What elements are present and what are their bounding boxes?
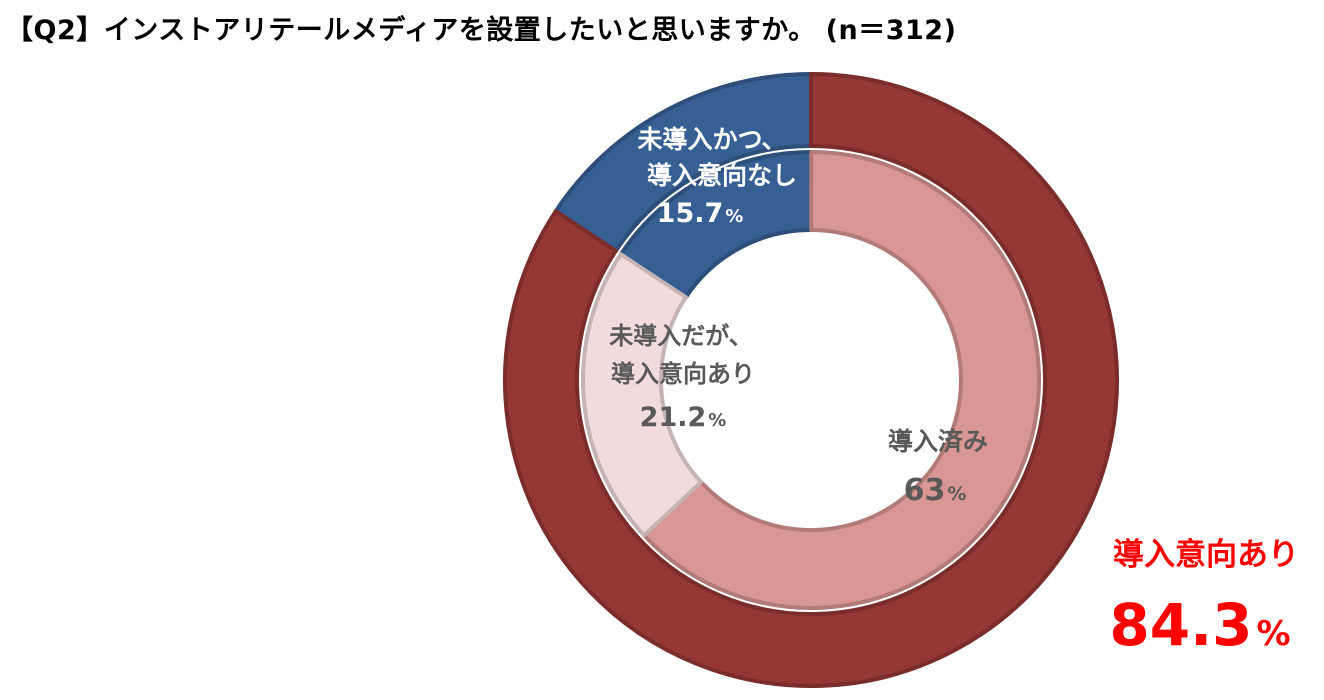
introduced-value: 63%	[904, 473, 967, 508]
has-intent-label-line1: 未導入だが、	[609, 322, 753, 350]
chart-title: 【Q2】インストアリテールメディアを設置したいと思いますか。 (n＝312)	[6, 15, 957, 46]
inner-ring	[581, 149, 1041, 610]
inner-ring-slice-1	[642, 150, 1041, 610]
no-intent-label-line1: 未導入かつ、	[637, 125, 786, 154]
no-intent-value: 15.7%	[657, 198, 744, 229]
intent-total-label: 導入意向あり	[1113, 537, 1299, 573]
inner-ring-slice-2	[581, 252, 704, 538]
has-intent-label-line2: 導入意向あり	[611, 360, 755, 388]
outer-ring-slice-1	[503, 72, 1119, 688]
introduced-label: 導入済み	[888, 427, 988, 456]
outer-ring	[503, 72, 1119, 688]
has-intent-value: 21.2%	[640, 402, 727, 433]
intent-total-value: 84.3%	[1109, 591, 1290, 659]
no-intent-label-line2: 導入意向なし	[647, 161, 797, 190]
